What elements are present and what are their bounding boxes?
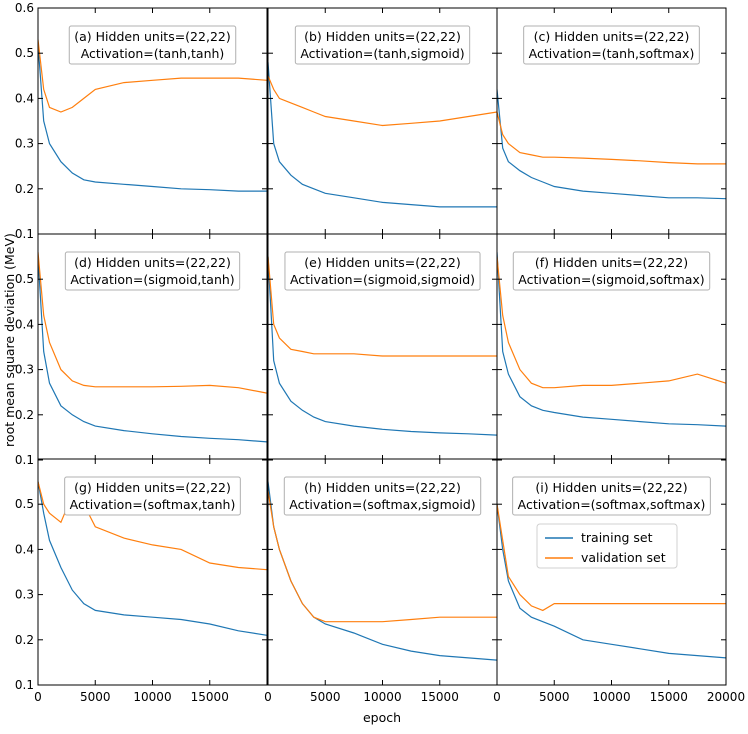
- series-line-validation-set: [497, 111, 726, 165]
- series-line-training-set: [497, 252, 726, 427]
- plots-layer: [37, 7, 727, 686]
- annotation-box: [294, 25, 471, 65]
- panel-title: (a) Hidden units=(22,22): [74, 29, 230, 44]
- panel-activation: Activation=(softmax,sigmoid): [289, 497, 475, 512]
- series-line-training-set: [497, 89, 726, 200]
- y-tick-label: 0.1: [15, 227, 34, 241]
- x-tick-label: 15000: [650, 690, 688, 704]
- series-line-training-set: [38, 256, 267, 443]
- series-line-training-set: [38, 44, 267, 192]
- x-tick-label: 5000: [80, 690, 111, 704]
- panel-title: (g) Hidden units=(22,22): [74, 480, 231, 495]
- panel-title: (e) Hidden units=(22,22): [304, 255, 461, 270]
- y-tick-label: 0.3: [15, 588, 34, 602]
- panel-activation: Activation=(sigmoid,tanh): [70, 272, 234, 287]
- series-line-validation-set: [38, 39, 267, 113]
- panel-annotation-g: (g) Hidden units=(22,22) Activation=(soft…: [64, 476, 241, 516]
- panel-annotation-c: (c) Hidden units=(22,22) Activation=(tanh…: [523, 25, 700, 65]
- y-tick-label: 0.1: [15, 678, 34, 692]
- legend: training set validation set: [536, 523, 678, 569]
- series-line-validation-set: [38, 481, 267, 571]
- y-tick-label: 0.4: [15, 542, 34, 556]
- y-tick-label: 0.4: [15, 91, 34, 105]
- panel-title: (c) Hidden units=(22,22): [534, 29, 690, 44]
- x-tick-label: 20000: [707, 690, 745, 704]
- legend-label: validation set: [581, 550, 666, 565]
- series-line-training-set: [268, 256, 497, 436]
- panel-ticks-i: [496, 458, 727, 686]
- panel-activation: Activation=(sigmoid,sigmoid): [290, 272, 475, 287]
- panel-title: (b) Hidden units=(22,22): [304, 29, 461, 44]
- x-tick-label: 10000: [133, 690, 171, 704]
- series-line-validation-set: [268, 75, 497, 127]
- y-tick-label: 0.5: [15, 497, 34, 511]
- panel-activation: Activation=(tanh,tanh): [81, 46, 225, 61]
- y-tick-label: 0.2: [15, 182, 34, 196]
- series-line-validation-set: [497, 256, 726, 389]
- panel-activation: Activation=(tanh,softmax): [529, 46, 695, 61]
- y-tick-label: 0.1: [15, 453, 34, 467]
- x-tick-label: 0: [493, 690, 501, 704]
- y-tick-label: 0.2: [15, 408, 34, 422]
- y-tick-label: 0.6: [15, 1, 34, 15]
- y-tick-label: 0.3: [15, 137, 34, 151]
- panel-ticks-f: [496, 233, 727, 461]
- panel-annotation-i: (i) Hidden units=(22,22) Activation=(soft…: [512, 476, 711, 516]
- annotation-box: [283, 476, 482, 516]
- x-tick-label: 0: [34, 690, 42, 704]
- annotation-box: [64, 251, 241, 291]
- annotation-box: [68, 25, 237, 65]
- panel-annotation-a: (a) Hidden units=(22,22) Activation=(tanh…: [68, 25, 237, 65]
- x-tick-label: 15000: [191, 690, 229, 704]
- y-axis-label: root mean square deviation (MeV): [2, 233, 17, 447]
- panel-annotation-d: (d) Hidden units=(22,22) Activation=(sigm…: [64, 251, 241, 291]
- series-line-validation-set: [497, 504, 726, 612]
- panel-ticks-d: [37, 233, 268, 461]
- annotation-box: [284, 251, 481, 291]
- panel-annotation-h: (h) Hidden units=(22,22) Activation=(soft…: [283, 476, 482, 516]
- panel-activation: Activation=(sigmoid,softmax): [518, 272, 704, 287]
- series-line-training-set: [497, 504, 726, 659]
- series-line-training-set: [268, 62, 497, 208]
- x-tick-label: 10000: [592, 690, 630, 704]
- series-line-validation-set: [268, 256, 497, 357]
- series-line-training-set: [38, 481, 267, 636]
- ticks-layer: 0.1 0.2 0.3 0.4 0.5 0.6 0.1 0.2 0.3 0.4 0.5 0.1 0.2 0…: [15, 1, 745, 704]
- series-line-validation-set: [38, 252, 267, 394]
- x-tick-label: 10000: [363, 690, 401, 704]
- y-tick-label: 0.2: [15, 633, 34, 647]
- x-tick-label: 15000: [421, 690, 459, 704]
- x-tick-label: 5000: [310, 690, 341, 704]
- panel-annotation-b: (b) Hidden units=(22,22) Activation=(tanh…: [294, 25, 471, 65]
- annotation-box: [512, 251, 711, 291]
- legend-label: training set: [581, 530, 653, 545]
- x-tick-label: 0: [264, 690, 272, 704]
- annotation-box: [523, 25, 700, 65]
- panel-title: (i) Hidden units=(22,22): [535, 480, 687, 495]
- legend-box: [536, 523, 678, 569]
- annotations-layer: (a) Hidden units=(22,22) Activation=(tanh…: [64, 25, 711, 516]
- panel-activation: Activation=(softmax,softmax): [518, 497, 706, 512]
- panel-activation: Activation=(tanh,sigmoid): [300, 46, 464, 61]
- annotation-box: [512, 476, 711, 516]
- panel-ticks-g: [37, 458, 268, 686]
- panel-activation: Activation=(softmax,tanh): [70, 497, 236, 512]
- x-tick-label: 5000: [539, 690, 570, 704]
- y-tick-label: 0.3: [15, 363, 34, 377]
- panel-annotation-f: (f) Hidden units=(22,22) Activation=(sigm…: [512, 251, 711, 291]
- y-tick-label: 0.5: [15, 272, 34, 286]
- y-tick-label: 0.5: [15, 46, 34, 60]
- series-line-validation-set: [268, 490, 497, 623]
- panel-annotation-e: (e) Hidden units=(22,22) Activation=(sigm…: [284, 251, 481, 291]
- annotation-box: [64, 476, 241, 516]
- panel-title: (d) Hidden units=(22,22): [74, 255, 231, 270]
- panel-title: (f) Hidden units=(22,22): [535, 255, 688, 270]
- panel-title: (h) Hidden units=(22,22): [304, 480, 461, 495]
- panel-ticks-a: [37, 7, 268, 235]
- x-axis-label: epoch: [363, 710, 401, 725]
- y-tick-label: 0.4: [15, 317, 34, 331]
